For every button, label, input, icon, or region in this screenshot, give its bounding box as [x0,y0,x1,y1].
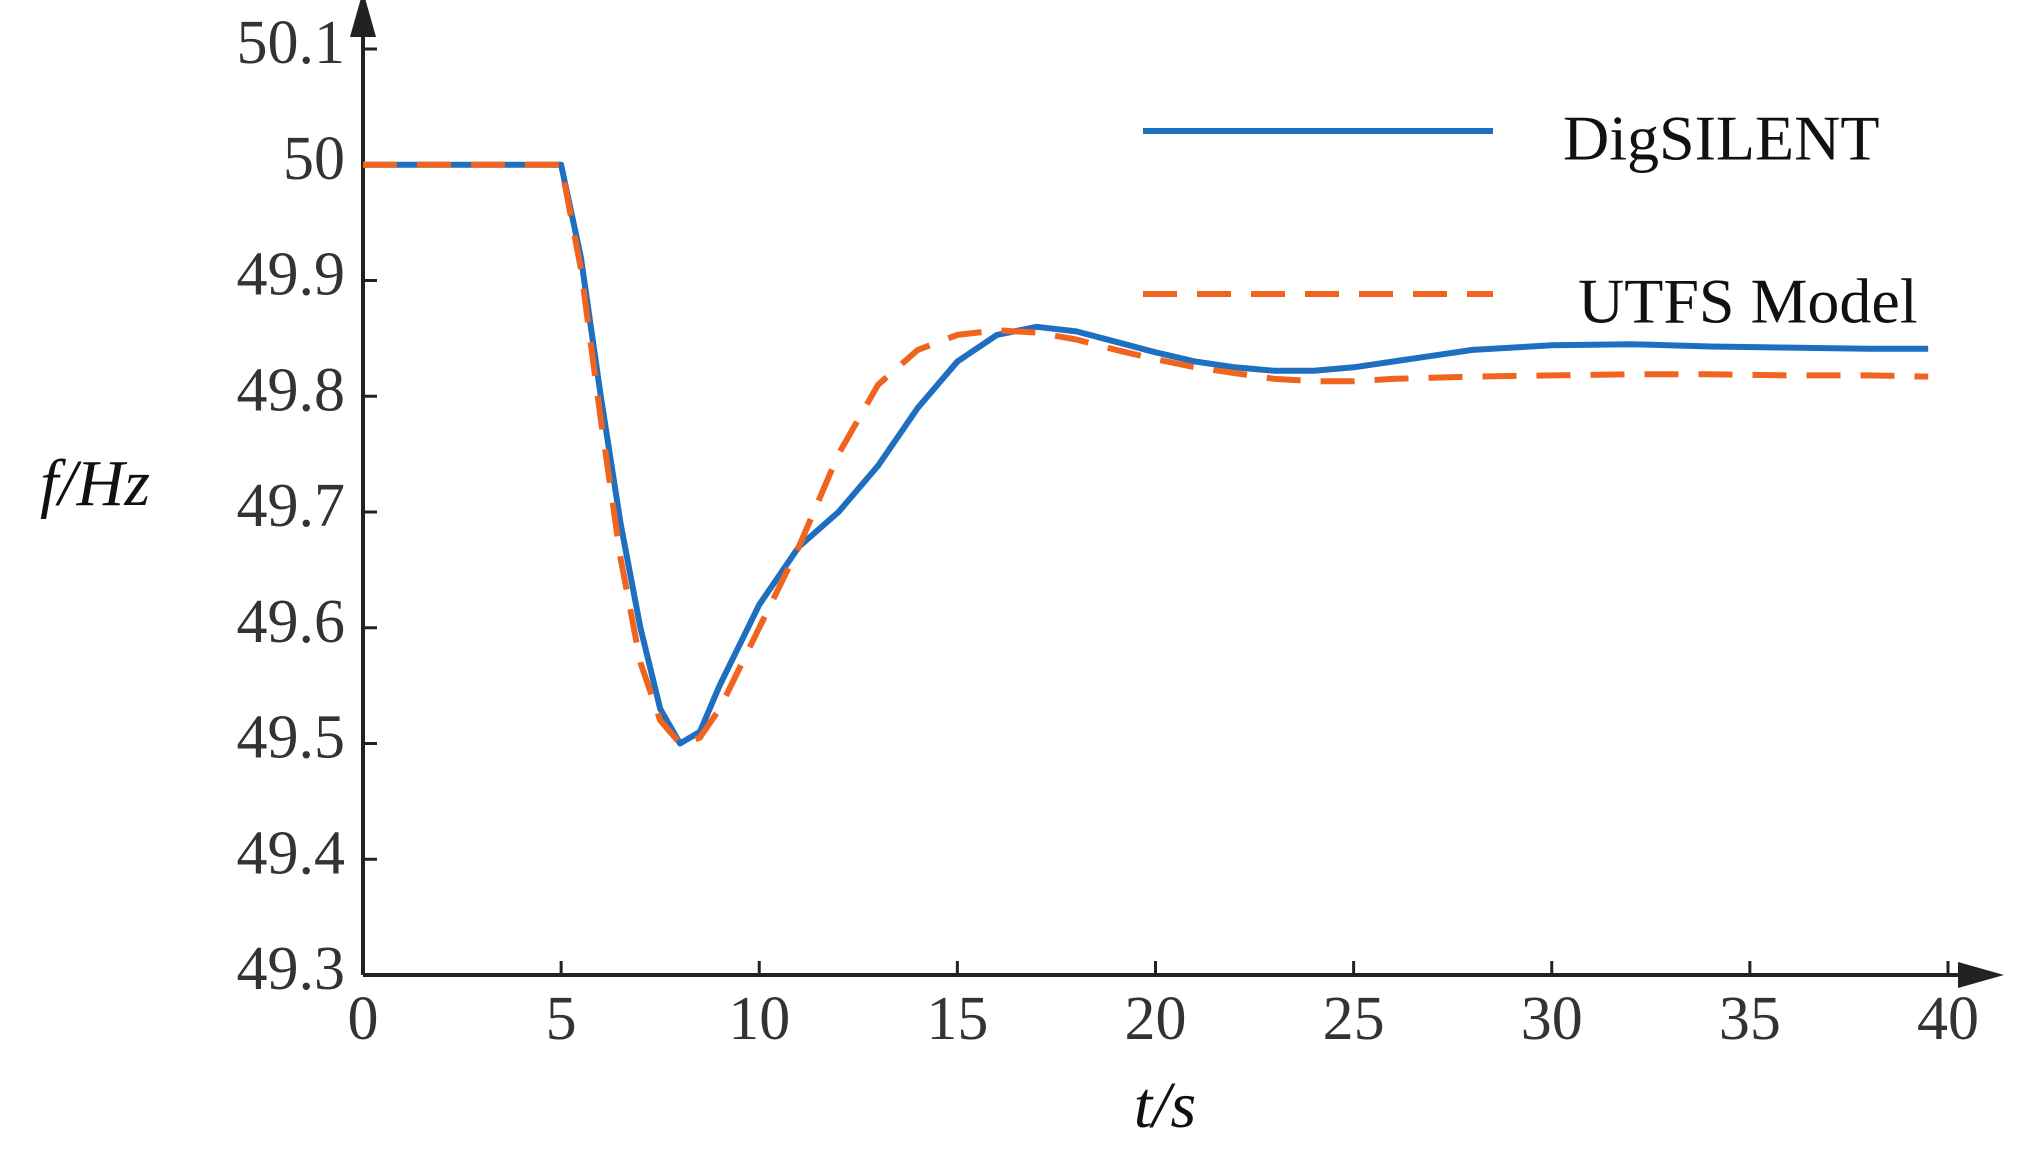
x-tick-label: 40 [1917,985,1979,1053]
y-axis-arrow [350,0,376,37]
y-tick-label: 49.8 [237,356,346,424]
y-tick-label: 49.6 [237,588,346,656]
y-tick-label: 50.1 [237,9,346,77]
x-axis-label: t/s [1134,1069,1196,1142]
x-axis-arrow [1958,962,2004,988]
x-tick-label: 5 [546,985,577,1053]
y-tick-label: 49.9 [237,241,346,309]
x-tick-label: 35 [1719,985,1781,1053]
y-axis-label: f/Hz [40,447,150,520]
y-tick-label: 49.7 [237,472,346,540]
legend-label: UTFS Model [1578,266,1918,337]
y-tick-label: 49.5 [237,704,346,772]
x-tick-label: 25 [1323,985,1385,1053]
x-tick-label: 10 [728,985,790,1053]
x-tick-label: 20 [1125,985,1187,1053]
y-tick-label: 49.4 [237,819,346,887]
data-line [363,161,1929,747]
x-tick-label: 15 [926,985,988,1053]
data-line [363,161,1929,747]
y-tick-label: 49.3 [237,935,346,1003]
legend-label: DigSILENT [1563,103,1879,174]
x-tick-label: 30 [1521,985,1583,1053]
y-tick-label: 50 [283,125,345,193]
x-tick-label: 0 [348,985,379,1053]
